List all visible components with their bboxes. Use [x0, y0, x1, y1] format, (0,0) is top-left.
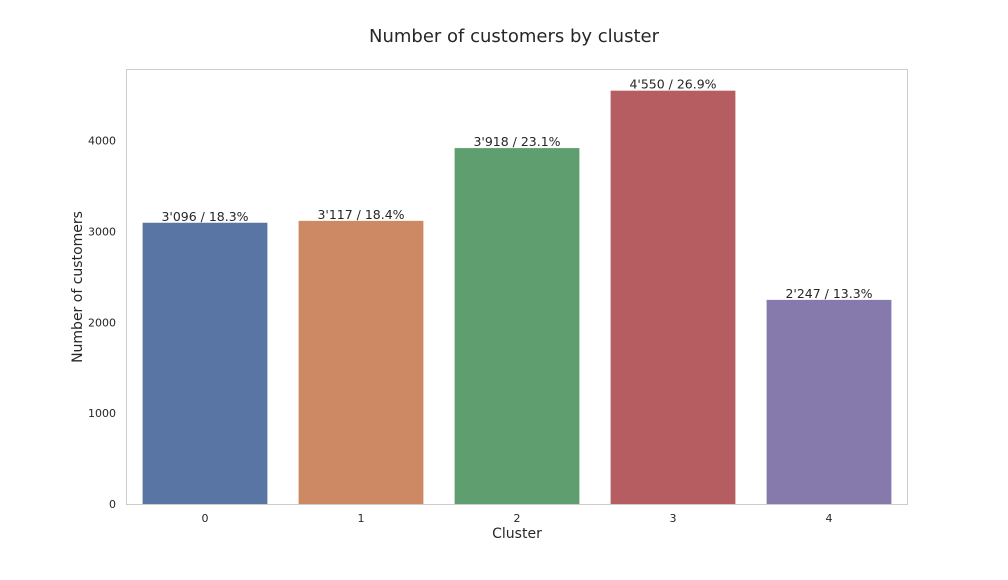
plot-area-frame — [126, 69, 908, 505]
y-tick-label: 3000 — [88, 225, 116, 238]
x-tick-label: 1 — [358, 512, 365, 525]
bar-cluster-0 — [142, 222, 268, 504]
x-tick-label: 4 — [826, 512, 833, 525]
x-tick-label: 3 — [670, 512, 677, 525]
data-labels-layer: 3'096 / 18.3% 3'117 / 18.4% 3'918 / 23.1% 4… — [161, 77, 872, 301]
data-label-cluster-4: 2'247 / 13.3% — [785, 286, 872, 301]
y-tick-label: 4000 — [88, 135, 116, 148]
bar-cluster-1 — [298, 220, 424, 504]
bars-layer — [142, 90, 892, 505]
data-label-cluster-2: 3'918 / 23.1% — [473, 134, 560, 149]
y-axis-label: Number of customers — [70, 211, 86, 363]
data-label-cluster-1: 3'117 / 18.4% — [317, 207, 404, 222]
y-tick-label: 0 — [109, 498, 116, 511]
chart-title: Number of customers by cluster — [369, 26, 660, 47]
data-label-cluster-3: 4'550 / 26.9% — [629, 77, 716, 92]
y-tick-label: 1000 — [88, 407, 116, 420]
y-tick-label: 2000 — [88, 316, 116, 329]
bar-cluster-2 — [454, 148, 580, 504]
x-tick-label: 2 — [514, 512, 521, 525]
bar-cluster-3 — [610, 90, 736, 505]
data-label-cluster-0: 3'096 / 18.3% — [161, 209, 248, 224]
x-axis-ticks: 0 1 2 3 4 — [202, 512, 833, 525]
x-tick-label: 0 — [202, 512, 209, 525]
y-axis-ticks: 0 1000 2000 3000 4000 — [88, 135, 116, 511]
bar-cluster-4 — [766, 299, 892, 504]
x-axis-label: Cluster — [492, 526, 542, 542]
